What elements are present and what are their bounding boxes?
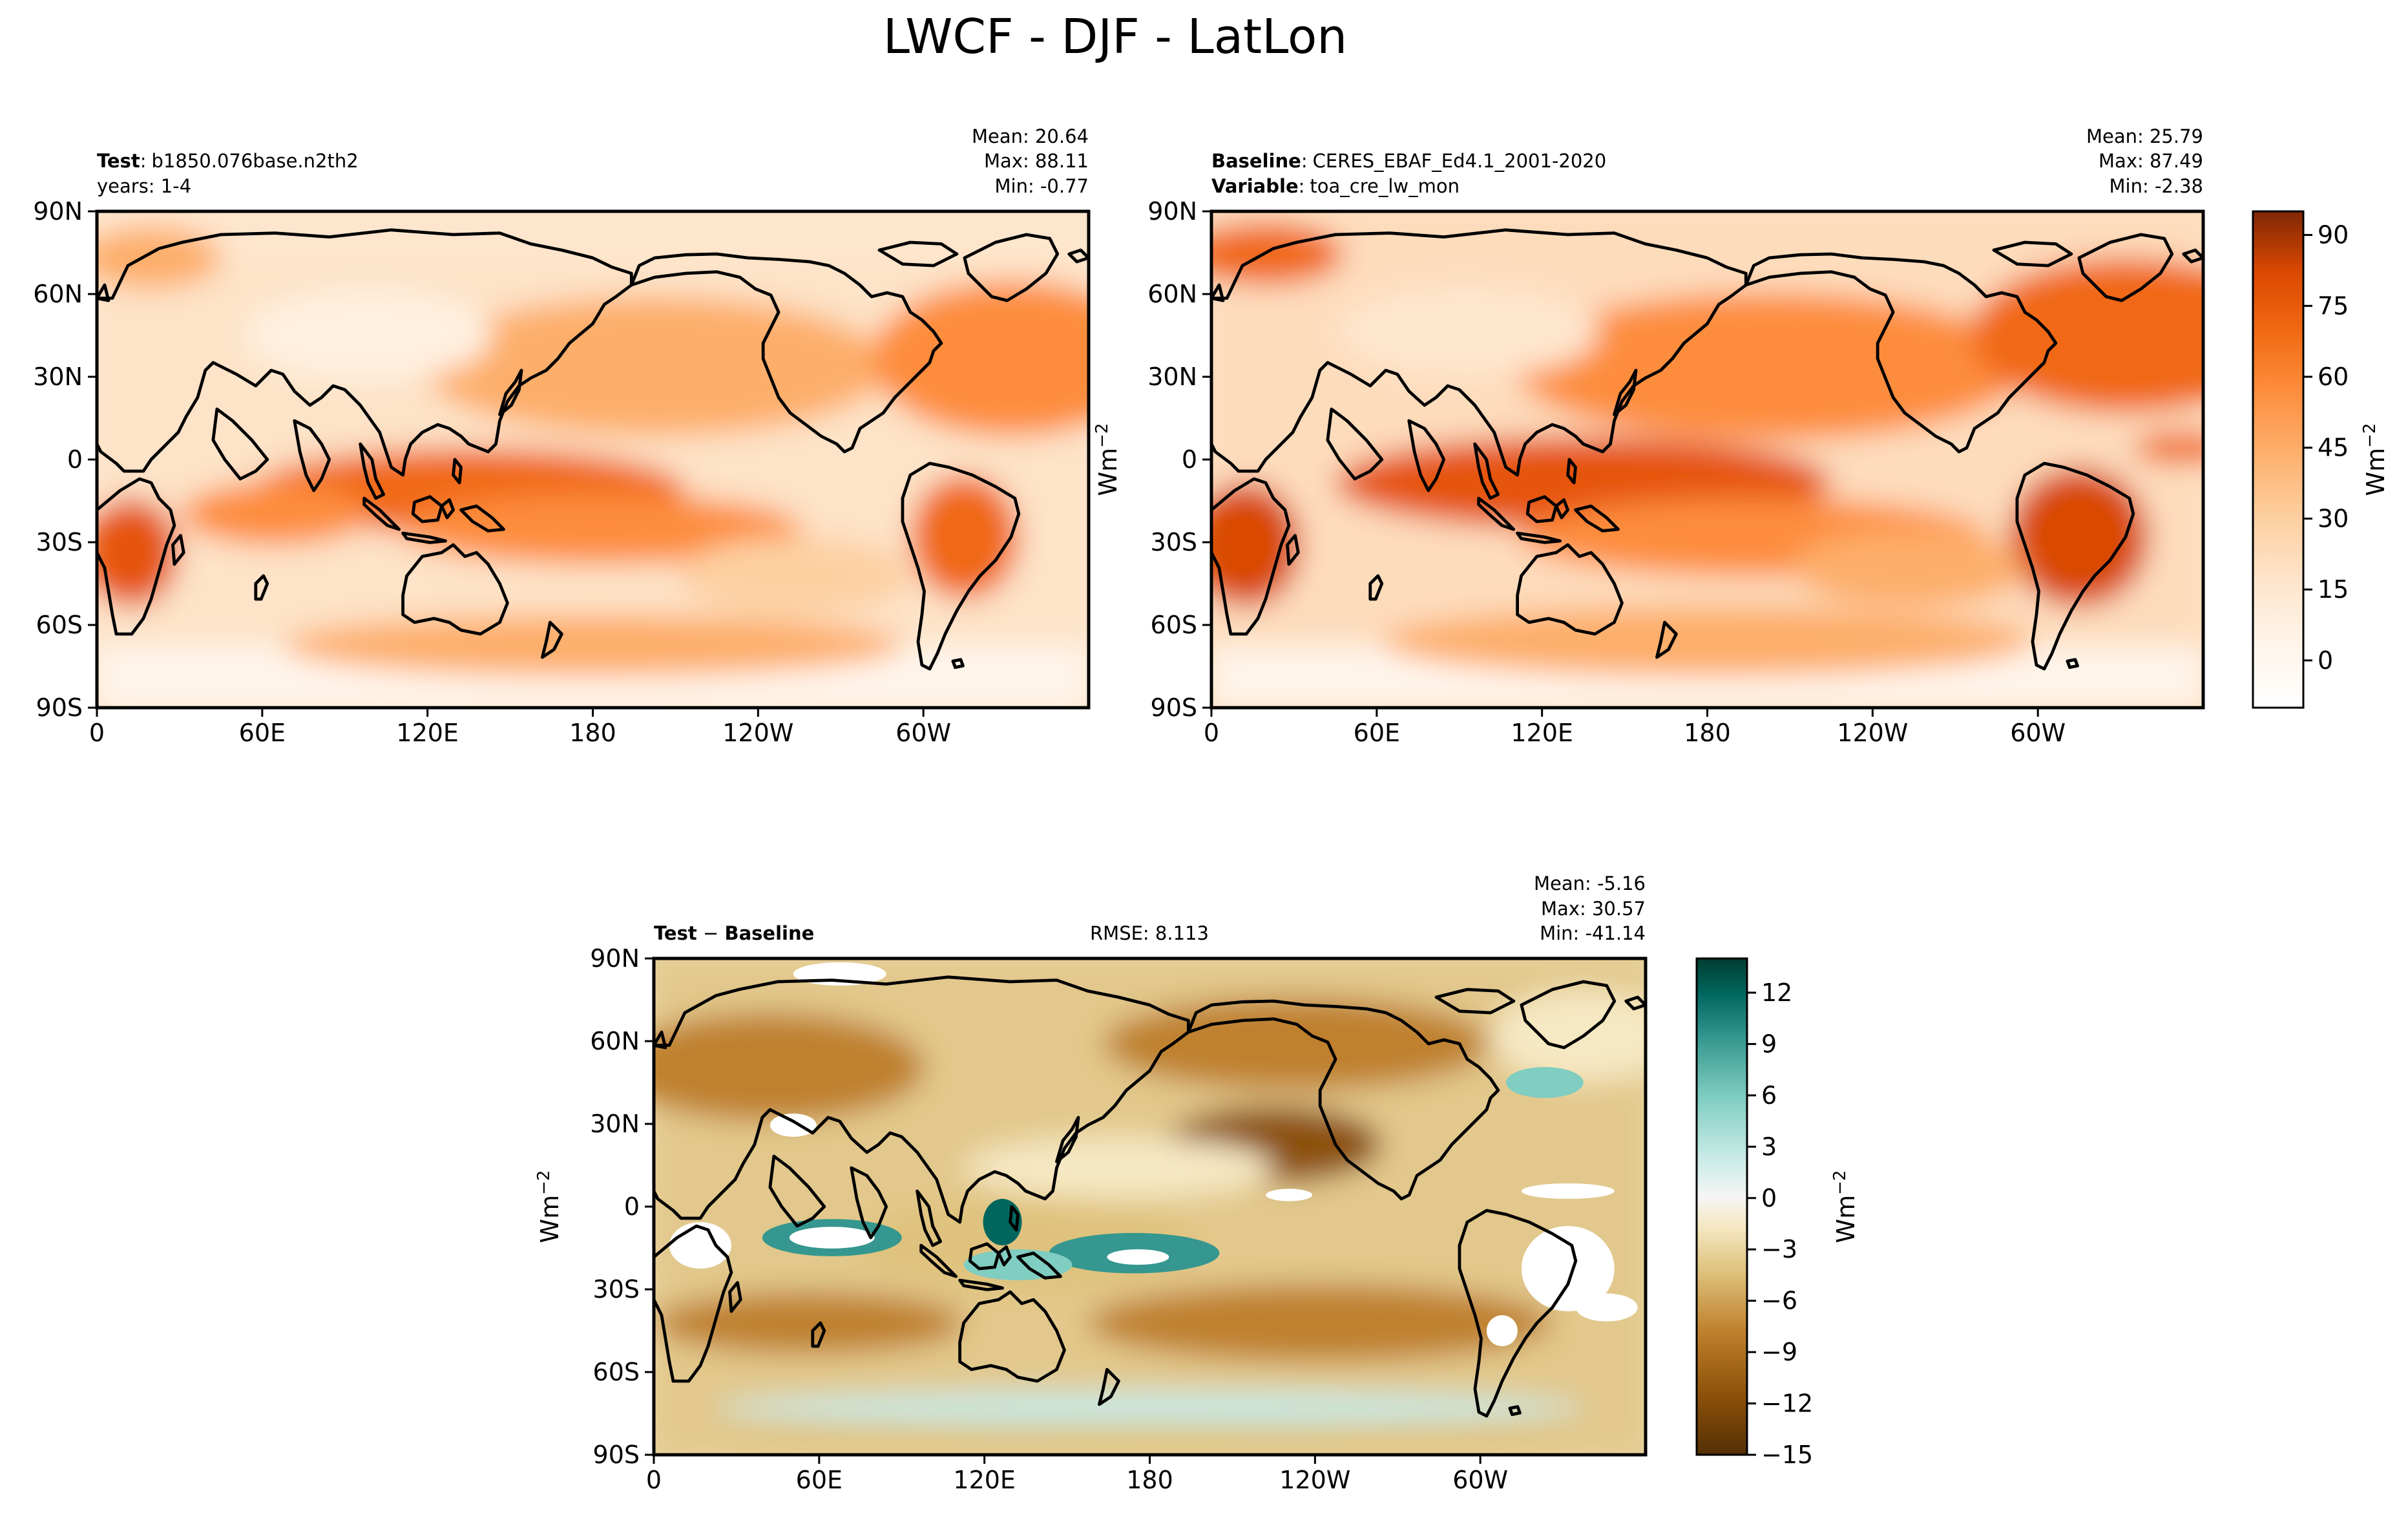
test-axis-ticks: 0 60E 120E 180 120W 60W 90N 60N 30N 0 30S 60S 90S	[33, 197, 951, 747]
colorbar-tick-label: 0	[1761, 1184, 1777, 1212]
colorbar-2-label: Wm−2	[1830, 1170, 1860, 1243]
y-tick-label: 60S	[36, 611, 83, 639]
x-tick-label: 120W	[722, 719, 793, 747]
y-tick-label: 60S	[1151, 611, 1197, 639]
y-tick-label: 0	[67, 445, 83, 474]
baseline-max: Max: 87.49	[2099, 150, 2203, 172]
difference-min: Min: -41.14	[1540, 922, 1646, 944]
colorbar-1-ticks: 90 75 60 45 30 15 0	[2303, 221, 2349, 675]
y-tick-label: 90N	[590, 944, 640, 973]
colorbar-tick-label: 0	[2318, 646, 2333, 675]
x-tick-label: 60W	[1452, 1466, 1508, 1494]
baseline-colorbar: 90 75 60 45 30 15 0 Wm−2	[2252, 210, 2390, 709]
y-tick-label: 60S	[593, 1358, 640, 1386]
x-tick-label: 120W	[1837, 719, 1908, 747]
colorbar-2-ticks: 12 9 6 3 0 −3 −6 −9 −12 −15	[1747, 978, 1813, 1469]
test-panel: Test: b1850.076base.n2th2 years: 1-4 Mean…	[33, 125, 1091, 747]
x-tick-label: 0	[89, 719, 105, 747]
difference-rmse: RMSE: 8.113	[1090, 922, 1209, 944]
y-tick-label: 90N	[1147, 197, 1197, 226]
x-tick-label: 120E	[1511, 719, 1573, 747]
x-tick-label: 120E	[396, 719, 459, 747]
colorbar-tick-label: 90	[2318, 221, 2349, 249]
y-tick-label: 0	[1182, 445, 1197, 474]
x-tick-label: 0	[646, 1466, 662, 1494]
colorbar-tick-label: 9	[1761, 1030, 1777, 1058]
baseline-mean: Mean: 25.79	[2086, 125, 2203, 147]
x-tick-label: 60W	[2010, 719, 2066, 747]
colorbar-tick-label: −6	[1761, 1287, 1797, 1315]
test-max: Max: 88.11	[984, 150, 1089, 172]
baseline-panel: Baseline: CERES_EBAF_Ed4.1_2001-2020 Vari…	[1093, 125, 2205, 747]
y-tick-label: 30N	[33, 363, 83, 391]
colorbar-tick-label: 15	[2318, 575, 2349, 604]
test-min: Min: -0.77	[995, 175, 1089, 197]
test-mean: Mean: 20.64	[972, 125, 1089, 147]
y-tick-label: 90N	[33, 197, 83, 226]
x-tick-label: 60W	[895, 719, 951, 747]
colorbar-tick-label: 45	[2318, 434, 2349, 462]
colorbar-tick-label: −9	[1761, 1338, 1797, 1366]
x-tick-label: 120E	[953, 1466, 1016, 1494]
colorbar-tick-label: 30	[2318, 504, 2349, 533]
baseline-map-field	[1211, 211, 2203, 708]
difference-panel: Test − Baseline RMSE: 8.113 Mean: -5.16 …	[534, 872, 1648, 1494]
y-tick-label: 30S	[36, 528, 83, 556]
test-years: years: 1-4	[97, 175, 191, 197]
test-label: Test: b1850.076base.n2th2	[97, 150, 359, 172]
x-tick-label: 120W	[1279, 1466, 1350, 1494]
y-tick-label: 30N	[1147, 363, 1197, 391]
y-tick-label: 90S	[1151, 693, 1197, 722]
colorbar-tick-label: 6	[1761, 1081, 1777, 1110]
y-tick-label: 30N	[590, 1110, 640, 1138]
difference-mean: Mean: -5.16	[1534, 872, 1646, 894]
difference-ylabel: Wm−2	[534, 1170, 564, 1243]
x-tick-label: 0	[1204, 719, 1219, 747]
y-tick-label: 90S	[36, 693, 83, 722]
difference-label: Test − Baseline	[654, 922, 814, 944]
baseline-variable: Variable: toa_cre_lw_mon	[1211, 175, 1460, 197]
y-tick-label: 30S	[593, 1275, 640, 1304]
y-tick-label: 60N	[33, 280, 83, 308]
x-tick-label: 180	[569, 719, 616, 747]
colorbar-tick-label: 12	[1761, 978, 1792, 1007]
y-tick-label: 0	[624, 1192, 640, 1221]
colorbar-tick-label: −15	[1761, 1441, 1813, 1469]
colorbar-tick-label: −12	[1761, 1390, 1813, 1418]
y-tick-label: 30S	[1151, 528, 1197, 556]
colorbar-tick-label: 75	[2318, 291, 2349, 320]
figure-title: LWCF - DJF - LatLon	[883, 9, 1347, 65]
difference-axis-ticks: 0 60E 120E 180 120W 60W 90N 60N 30N 0 30S 60S 90S	[590, 944, 1508, 1494]
x-tick-label: 180	[1684, 719, 1731, 747]
y-tick-label: 90S	[593, 1441, 640, 1469]
colorbar-1-label: Wm−2	[2360, 423, 2390, 496]
difference-colorbar: 12 9 6 3 0 −3 −6 −9 −12 −15 Wm−2	[1695, 957, 1860, 1469]
baseline-ylabel: Wm−2	[1093, 423, 1122, 496]
colorbar-tick-label: 60	[2318, 363, 2349, 391]
baseline-min: Min: -2.38	[2110, 175, 2203, 197]
y-tick-label: 60N	[590, 1027, 640, 1055]
x-tick-label: 60E	[796, 1466, 843, 1494]
x-tick-label: 180	[1126, 1466, 1173, 1494]
baseline-axis-ticks: 0 60E 120E 180 120W 60W 90N 60N 30N 0 30S 60S 90S	[1147, 197, 2066, 747]
colorbar-tick-label: −3	[1761, 1235, 1797, 1263]
colorbar-tick-label: 3	[1761, 1132, 1777, 1161]
difference-max: Max: 30.57	[1541, 898, 1646, 920]
x-tick-label: 60E	[239, 719, 286, 747]
difference-map-field	[654, 958, 1646, 1455]
x-tick-label: 60E	[1354, 719, 1400, 747]
test-map-field	[97, 211, 1089, 708]
y-tick-label: 60N	[1147, 280, 1197, 308]
baseline-label: Baseline: CERES_EBAF_Ed4.1_2001-2020	[1211, 150, 1606, 172]
